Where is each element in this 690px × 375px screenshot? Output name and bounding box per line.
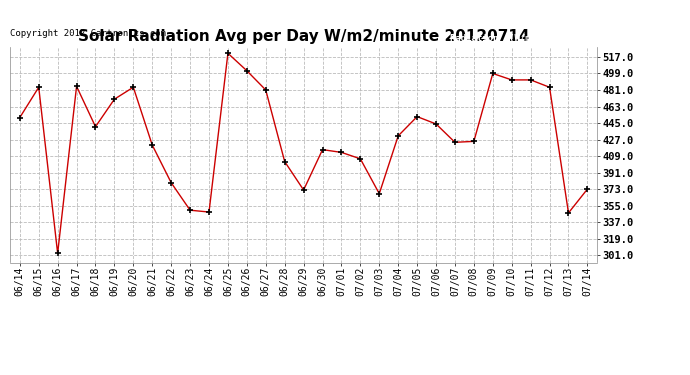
Text: Radiation  (W/m2/Minute): Radiation (W/m2/Minute) — [450, 34, 578, 43]
Title: Solar Radiation Avg per Day W/m2/minute 20120714: Solar Radiation Avg per Day W/m2/minute … — [78, 29, 529, 44]
Text: Copyright 2012 Cartronics.com: Copyright 2012 Cartronics.com — [10, 29, 166, 38]
